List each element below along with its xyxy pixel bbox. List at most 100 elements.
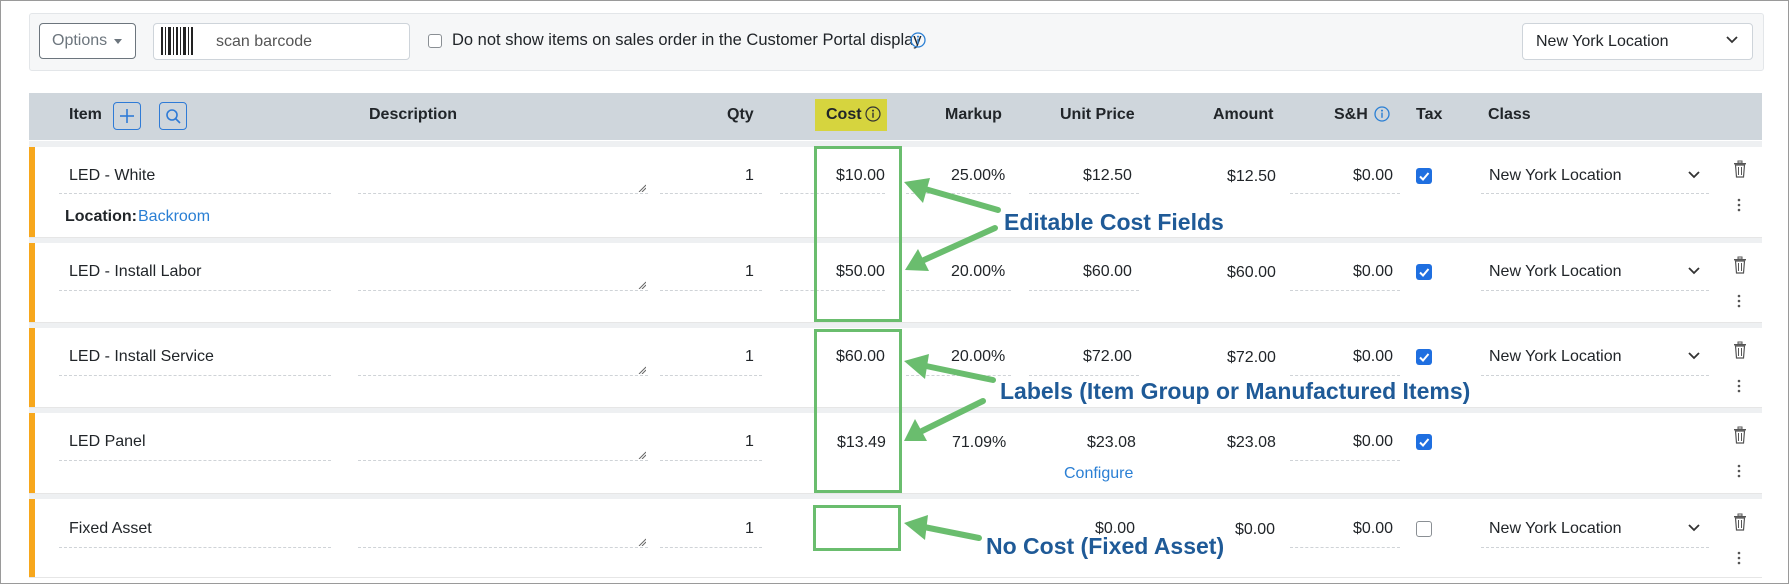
markup-value[interactable]: 20.00% [951,263,1006,280]
location-select[interactable]: New York Location [1522,23,1753,60]
info-icon[interactable] [1374,106,1390,122]
annotation-no-cost: No Cost (Fixed Asset) [986,533,1225,559]
tax-checkbox[interactable] [1416,521,1432,537]
options-dropdown-button[interactable]: Options [39,23,136,59]
row-separator [29,237,1762,243]
item-name[interactable]: LED Panel [69,433,146,450]
chevron-down-icon[interactable] [1687,523,1701,533]
kebab-icon[interactable] [1737,198,1741,212]
class-value[interactable]: New York Location [1489,263,1622,280]
amount-value: $23.08 [1227,434,1276,451]
item-field-underline [59,289,331,291]
markup-field-underline [906,192,1011,194]
checkbox-checked-icon[interactable] [1416,434,1432,450]
checkbox-checked-icon[interactable] [1416,349,1432,365]
kebab-icon[interactable] [1737,379,1741,393]
cost-field-underline [780,192,885,194]
sh-value[interactable]: $0.00 [1353,520,1394,537]
info-icon[interactable] [910,32,926,48]
trash-icon[interactable] [1732,256,1748,274]
item-field-underline [59,546,331,548]
qty-value[interactable]: 1 [745,167,754,184]
portal-hide-checkbox[interactable] [428,34,442,48]
unit-price-value[interactable]: $72.00 [1083,348,1132,365]
description-field[interactable] [358,459,648,461]
amount-value: $72.00 [1227,349,1276,366]
no-cost-highlight-box [813,505,901,551]
resize-handle-icon[interactable] [638,538,646,546]
resize-handle-icon[interactable] [638,366,646,374]
cost-field-underline [780,289,885,291]
row-separator [29,141,1762,147]
trash-icon[interactable] [1732,513,1748,531]
amount-value: $12.50 [1227,168,1276,185]
trash-icon[interactable] [1732,426,1748,444]
kebab-icon[interactable] [1737,294,1741,308]
unit-price-field-underline [1029,289,1139,291]
item-name[interactable]: LED - White [69,167,156,184]
item-name[interactable]: LED - Install Labor [69,263,202,280]
amount-value: $0.00 [1235,521,1276,538]
sh-value[interactable]: $0.00 [1353,433,1394,450]
kebab-icon[interactable] [1737,464,1741,478]
barcode-input[interactable] [216,30,401,54]
checkbox-checked-icon[interactable] [1416,264,1432,280]
row-separator [29,407,1762,413]
description-field[interactable] [358,374,648,376]
class-field-underline [1481,374,1709,376]
plus-icon [120,109,134,123]
resize-handle-icon[interactable] [638,184,646,192]
header-tax: Tax [1416,106,1443,123]
search-item-button[interactable] [159,102,187,130]
item-name[interactable]: LED - Install Service [69,348,214,365]
configure-link[interactable]: Configure [1064,465,1134,482]
class-value[interactable]: New York Location [1489,167,1622,184]
unit-price-field-underline [1029,374,1139,376]
kebab-icon[interactable] [1737,551,1741,565]
trash-icon[interactable] [1732,341,1748,359]
qty-value[interactable]: 1 [745,348,754,365]
markup-value[interactable]: 25.00% [951,167,1006,184]
description-field[interactable] [358,192,648,194]
class-value[interactable]: New York Location [1489,348,1622,365]
class-field-underline [1481,289,1709,291]
item-name[interactable]: Fixed Asset [69,520,152,537]
qty-value[interactable]: 1 [745,433,754,450]
chevron-down-icon[interactable] [1687,351,1701,361]
cost-value[interactable]: $50.00 [836,263,885,280]
description-field[interactable] [358,546,648,548]
sh-value[interactable]: $0.00 [1353,348,1394,365]
sh-value[interactable]: $0.00 [1353,263,1394,280]
info-icon[interactable] [865,106,881,122]
label-cost-highlight-box [814,329,902,493]
sh-value[interactable]: $0.00 [1353,167,1394,184]
markup-value: 71.09% [952,434,1007,451]
sh-field-underline [1290,289,1400,291]
annotation-labels: Labels (Item Group or Manufactured Items… [1000,378,1471,404]
resize-handle-icon[interactable] [638,281,646,289]
chevron-down-icon[interactable] [1687,170,1701,180]
row-separator [29,322,1762,328]
markup-value[interactable]: 20.00% [951,348,1006,365]
barcode-icon [161,27,193,55]
qty-value[interactable]: 1 [745,263,754,280]
trash-icon[interactable] [1732,160,1748,178]
qty-value[interactable]: 1 [745,520,754,537]
caret-down-icon [114,38,123,44]
class-value[interactable]: New York Location [1489,520,1622,537]
cost-value[interactable]: $10.00 [836,167,885,184]
resize-handle-icon[interactable] [638,451,646,459]
location-link[interactable]: Backroom [138,208,211,225]
chevron-down-icon[interactable] [1687,266,1701,276]
description-field[interactable] [358,289,648,291]
unit-price-value[interactable]: $12.50 [1083,167,1132,184]
unit-price-value[interactable]: $60.00 [1083,263,1132,280]
add-item-button[interactable] [113,102,141,130]
portal-checkbox-label: Do not show items on sales order in the … [452,31,922,49]
qty-field-underline [660,374,762,376]
header-item: Item [69,106,102,123]
table-header [29,93,1762,140]
checkbox-checked-icon[interactable] [1416,168,1432,184]
unit-price-value[interactable]: $0.00 [1095,520,1136,537]
